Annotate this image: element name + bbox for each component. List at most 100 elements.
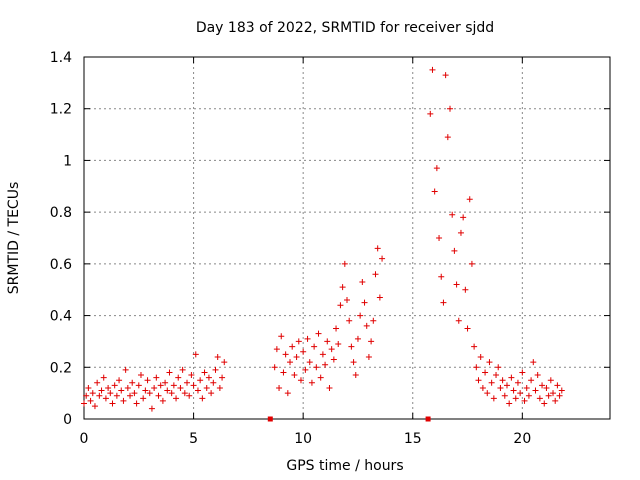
data-point — [525, 392, 532, 399]
data-point — [427, 110, 434, 117]
data-point — [517, 390, 524, 397]
data-point — [107, 390, 114, 397]
data-point — [81, 400, 87, 407]
data-point — [482, 369, 489, 376]
data-point — [199, 395, 206, 402]
y-tick-label: 0.6 — [50, 257, 72, 273]
data-point — [322, 361, 329, 368]
data-point — [436, 235, 443, 241]
grid-lines — [84, 57, 610, 419]
data-point — [113, 392, 120, 399]
data-point — [488, 379, 495, 386]
data-point — [142, 387, 149, 394]
data-point — [328, 346, 335, 353]
data-point — [186, 392, 193, 399]
data-point — [173, 395, 180, 402]
data-point — [503, 382, 510, 389]
data-point — [346, 317, 353, 324]
data-point — [89, 390, 96, 397]
data-point — [519, 369, 526, 376]
data-point — [447, 105, 454, 112]
data-points — [81, 66, 565, 412]
data-point — [201, 369, 208, 376]
data-point — [541, 400, 548, 407]
data-point — [105, 384, 112, 391]
data-point — [440, 299, 447, 306]
data-point — [547, 377, 554, 384]
data-point — [295, 338, 302, 345]
x-tick-label: 15 — [404, 431, 422, 447]
data-point — [370, 317, 377, 324]
data-point — [168, 390, 175, 397]
data-point — [197, 377, 204, 384]
data-point — [324, 338, 331, 345]
data-point — [190, 382, 197, 389]
data-point — [300, 348, 307, 355]
gap-marker — [425, 416, 431, 422]
data-point — [177, 384, 184, 391]
data-point — [166, 369, 173, 376]
data-point — [348, 343, 355, 350]
data-point — [534, 372, 541, 379]
data-point — [363, 322, 370, 329]
data-point — [153, 374, 160, 381]
data-point — [319, 351, 326, 358]
data-point — [151, 384, 158, 391]
data-point — [341, 260, 348, 267]
data-point — [116, 377, 123, 384]
data-point — [91, 403, 98, 410]
data-point — [493, 372, 500, 379]
data-point — [354, 335, 361, 342]
data-point — [273, 346, 280, 353]
data-point — [357, 312, 364, 319]
data-point — [280, 369, 287, 376]
data-point — [554, 382, 561, 389]
data-point — [291, 372, 298, 379]
data-point — [530, 359, 537, 366]
data-point — [212, 366, 219, 373]
data-point — [304, 335, 311, 342]
y-tick-label: 1.4 — [50, 50, 72, 66]
data-point — [278, 333, 285, 340]
data-point — [155, 392, 162, 399]
data-point — [127, 392, 134, 399]
data-point — [462, 286, 469, 293]
data-point — [157, 382, 164, 389]
data-point — [379, 255, 386, 262]
data-point — [477, 353, 484, 360]
data-point — [361, 299, 368, 306]
gap-markers — [267, 416, 431, 422]
data-point — [429, 66, 436, 73]
data-point — [442, 72, 449, 79]
data-point — [365, 353, 372, 360]
data-point — [146, 390, 153, 397]
y-tick-label: 0.8 — [50, 205, 72, 221]
data-point — [284, 390, 291, 397]
data-point — [179, 366, 186, 373]
data-point — [457, 229, 464, 236]
data-point — [205, 374, 212, 381]
data-point — [111, 382, 118, 389]
data-point — [308, 379, 315, 386]
data-point — [216, 384, 223, 391]
data-point — [552, 397, 559, 404]
data-point — [359, 278, 366, 285]
data-point — [87, 397, 94, 404]
data-point — [210, 379, 217, 386]
data-point — [523, 384, 530, 391]
data-point — [438, 273, 445, 280]
data-point — [512, 395, 519, 402]
data-point — [124, 384, 131, 391]
y-tick-label: 0.4 — [50, 309, 72, 325]
data-point — [96, 392, 103, 399]
data-point — [311, 343, 318, 350]
data-point — [302, 366, 309, 373]
data-point — [508, 374, 515, 381]
data-point — [344, 297, 350, 304]
x-tick-label: 0 — [80, 431, 89, 447]
data-point — [135, 382, 142, 389]
data-point — [501, 392, 508, 399]
data-point — [460, 214, 467, 221]
data-point — [431, 188, 438, 195]
data-point — [297, 377, 304, 384]
